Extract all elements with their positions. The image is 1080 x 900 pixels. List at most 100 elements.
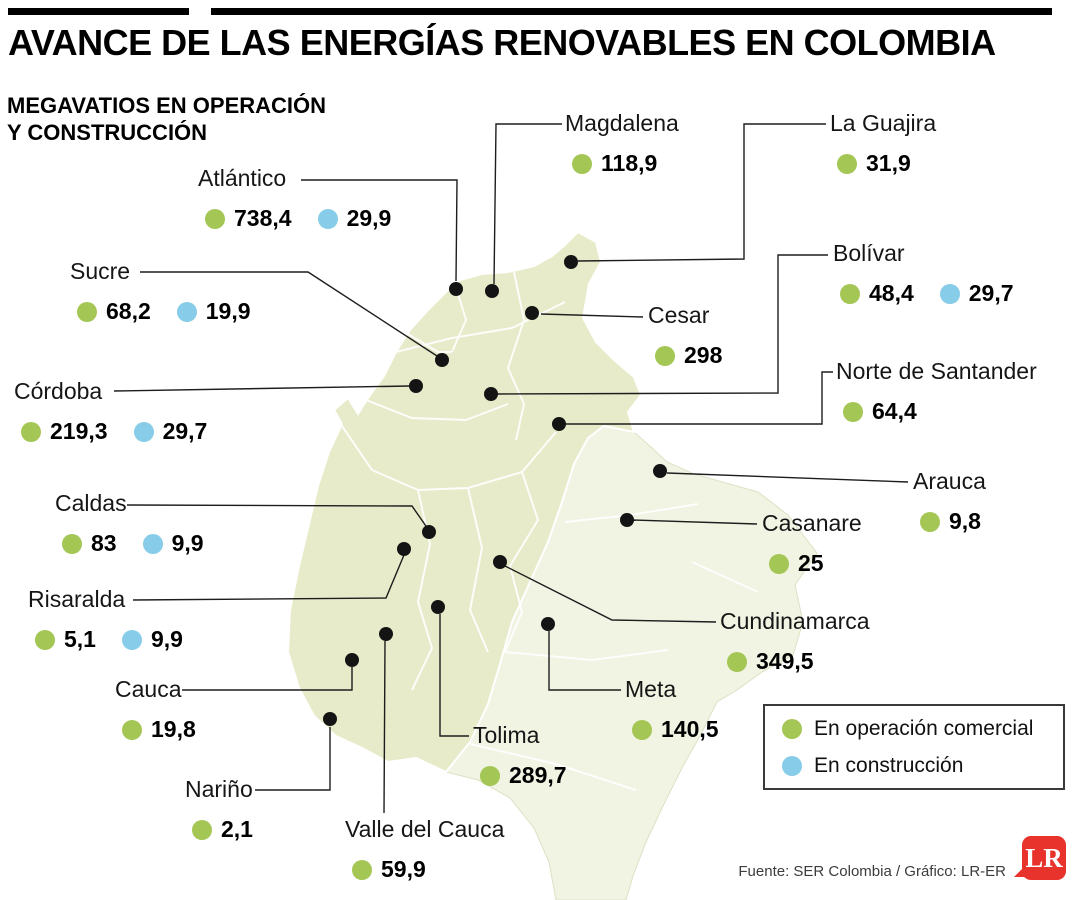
operation-dot-icon bbox=[205, 208, 225, 229]
leader-cordoba bbox=[113, 385, 411, 392]
dept-annotation-arauca: Arauca 9,8 bbox=[913, 468, 986, 535]
marker-magdalena bbox=[485, 284, 499, 298]
leader-la-guajira bbox=[577, 123, 826, 262]
dept-annotation-cauca: Cauca 19,8 bbox=[115, 676, 196, 743]
operation-dot-icon bbox=[192, 819, 212, 840]
leader-risaralda bbox=[132, 554, 405, 601]
operation-dot-icon bbox=[572, 153, 592, 174]
operation-value: 738,4 bbox=[234, 205, 292, 231]
dept-annotation-atlantico: Atlántico 738,4 29,9 bbox=[198, 165, 391, 232]
operation-dot-icon bbox=[840, 283, 860, 304]
legend: En operación comercial En construcción bbox=[763, 704, 1065, 790]
dept-name: Meta bbox=[625, 676, 677, 702]
top-rule-left bbox=[8, 8, 189, 15]
operation-value: 48,4 bbox=[869, 280, 914, 306]
operation-value: 64,4 bbox=[872, 398, 917, 424]
source-credit: Fuente: SER Colombia / Gráfico: LR-ER bbox=[738, 863, 1006, 880]
dept-name: Caldas bbox=[55, 490, 127, 516]
operation-value: 349,5 bbox=[756, 648, 814, 674]
dept-annotation-valle-del-cauca: Valle del Cauca 59,9 bbox=[345, 816, 504, 883]
leader-valle-del-cauca bbox=[383, 640, 386, 814]
dept-annotation-risaralda: Risaralda 5,1 9,9 bbox=[28, 586, 183, 653]
dept-annotation-caldas: Caldas 83 9,9 bbox=[55, 490, 204, 557]
operation-value: 31,9 bbox=[866, 150, 911, 176]
leader-norte-de-santander bbox=[565, 371, 833, 425]
marker-bolivar bbox=[484, 387, 498, 401]
operation-dot-icon bbox=[62, 533, 82, 554]
leader-cesar bbox=[540, 313, 644, 318]
legend-label-operation: En operación comercial bbox=[814, 716, 1034, 740]
construction-value: 19,9 bbox=[205, 298, 251, 324]
construction-value: 9,9 bbox=[150, 626, 183, 652]
operation-value: 289,7 bbox=[509, 762, 567, 788]
page-title: AVANCE DE LAS ENERGÍAS RENOVABLES EN COL… bbox=[8, 22, 996, 63]
operation-dot-icon bbox=[632, 719, 652, 740]
leader-lines bbox=[113, 123, 909, 814]
operation-value: 5,1 bbox=[64, 626, 96, 652]
construction-dot-icon bbox=[133, 421, 154, 442]
leader-narino bbox=[255, 727, 331, 791]
legend-item-operation: En operación comercial bbox=[782, 717, 1063, 741]
operation-dot-icon bbox=[920, 511, 940, 532]
construction-value: 29,7 bbox=[162, 418, 208, 444]
leader-cundinamarca bbox=[504, 565, 717, 623]
operation-value: 219,3 bbox=[50, 418, 108, 444]
operation-dot-icon bbox=[769, 553, 789, 574]
dept-name: Sucre bbox=[70, 258, 131, 284]
dept-name: Cundinamarca bbox=[720, 608, 870, 634]
construction-value: 29,7 bbox=[968, 280, 1014, 306]
dept-name: Tolima bbox=[473, 722, 540, 748]
dept-name: Cesar bbox=[648, 302, 710, 328]
operation-value: 2,1 bbox=[221, 816, 253, 842]
operation-value: 298 bbox=[684, 342, 723, 368]
leader-tolima bbox=[439, 614, 469, 737]
operation-dot-icon bbox=[727, 651, 747, 672]
lr-logo: LR bbox=[1022, 836, 1066, 880]
marker-norte-de-santander bbox=[552, 417, 566, 431]
operation-value: 118,9 bbox=[601, 150, 658, 176]
dept-name: Arauca bbox=[913, 468, 986, 494]
operation-value: 19,8 bbox=[151, 716, 196, 742]
dept-name: Risaralda bbox=[28, 586, 126, 612]
subtitle-line2: Y CONSTRUCCIÓN bbox=[7, 120, 208, 145]
construction-dot-icon bbox=[317, 208, 338, 229]
leader-magdalena bbox=[493, 123, 562, 285]
marker-arauca bbox=[653, 464, 667, 478]
operation-dot-icon bbox=[122, 719, 142, 740]
dept-name: Cauca bbox=[115, 676, 182, 702]
dept-annotation-la-guajira: La Guajira 31,9 bbox=[830, 110, 936, 177]
leader-bolivar bbox=[496, 254, 828, 395]
dept-name: Atlántico bbox=[198, 165, 287, 191]
map-region-west bbox=[286, 230, 643, 774]
map-markers bbox=[323, 255, 667, 726]
marker-cundinamarca bbox=[493, 555, 507, 569]
dept-name: Valle del Cauca bbox=[345, 816, 505, 842]
marker-casanare bbox=[620, 513, 634, 527]
marker-tolima bbox=[431, 600, 445, 614]
operation-value: 25 bbox=[798, 550, 824, 576]
dept-annotation-cesar: Cesar 298 bbox=[648, 302, 722, 369]
dept-annotation-cordoba: Córdoba 219,3 29,7 bbox=[14, 378, 207, 445]
construction-dot-icon bbox=[176, 301, 197, 322]
operation-dot-icon bbox=[655, 345, 675, 366]
operation-dot-icon bbox=[837, 153, 857, 174]
marker-risaralda bbox=[397, 542, 411, 556]
marker-cesar bbox=[525, 306, 539, 320]
dept-annotation-magdalena: Magdalena 118,9 bbox=[565, 110, 679, 177]
dept-name: La Guajira bbox=[830, 110, 937, 136]
leader-sucre bbox=[140, 271, 438, 357]
dept-name: Bolívar bbox=[833, 240, 905, 266]
marker-cordoba bbox=[409, 379, 423, 393]
operation-dot-icon bbox=[782, 718, 802, 739]
top-rule-right bbox=[211, 8, 1052, 15]
leader-atlantico bbox=[301, 179, 458, 282]
subtitle: MEGAVATIOS EN OPERACIÓN Y CONSTRUCCIÓN bbox=[7, 92, 326, 146]
leader-casanare bbox=[632, 519, 758, 525]
operation-value: 140,5 bbox=[661, 716, 719, 742]
dept-annotation-tolima: Tolima 289,7 bbox=[473, 722, 567, 789]
dept-annotation-cundinamarca: Cundinamarca 349,5 bbox=[720, 608, 870, 675]
construction-dot-icon bbox=[939, 283, 960, 304]
operation-value: 68,2 bbox=[106, 298, 151, 324]
leader-cauca bbox=[182, 667, 353, 691]
